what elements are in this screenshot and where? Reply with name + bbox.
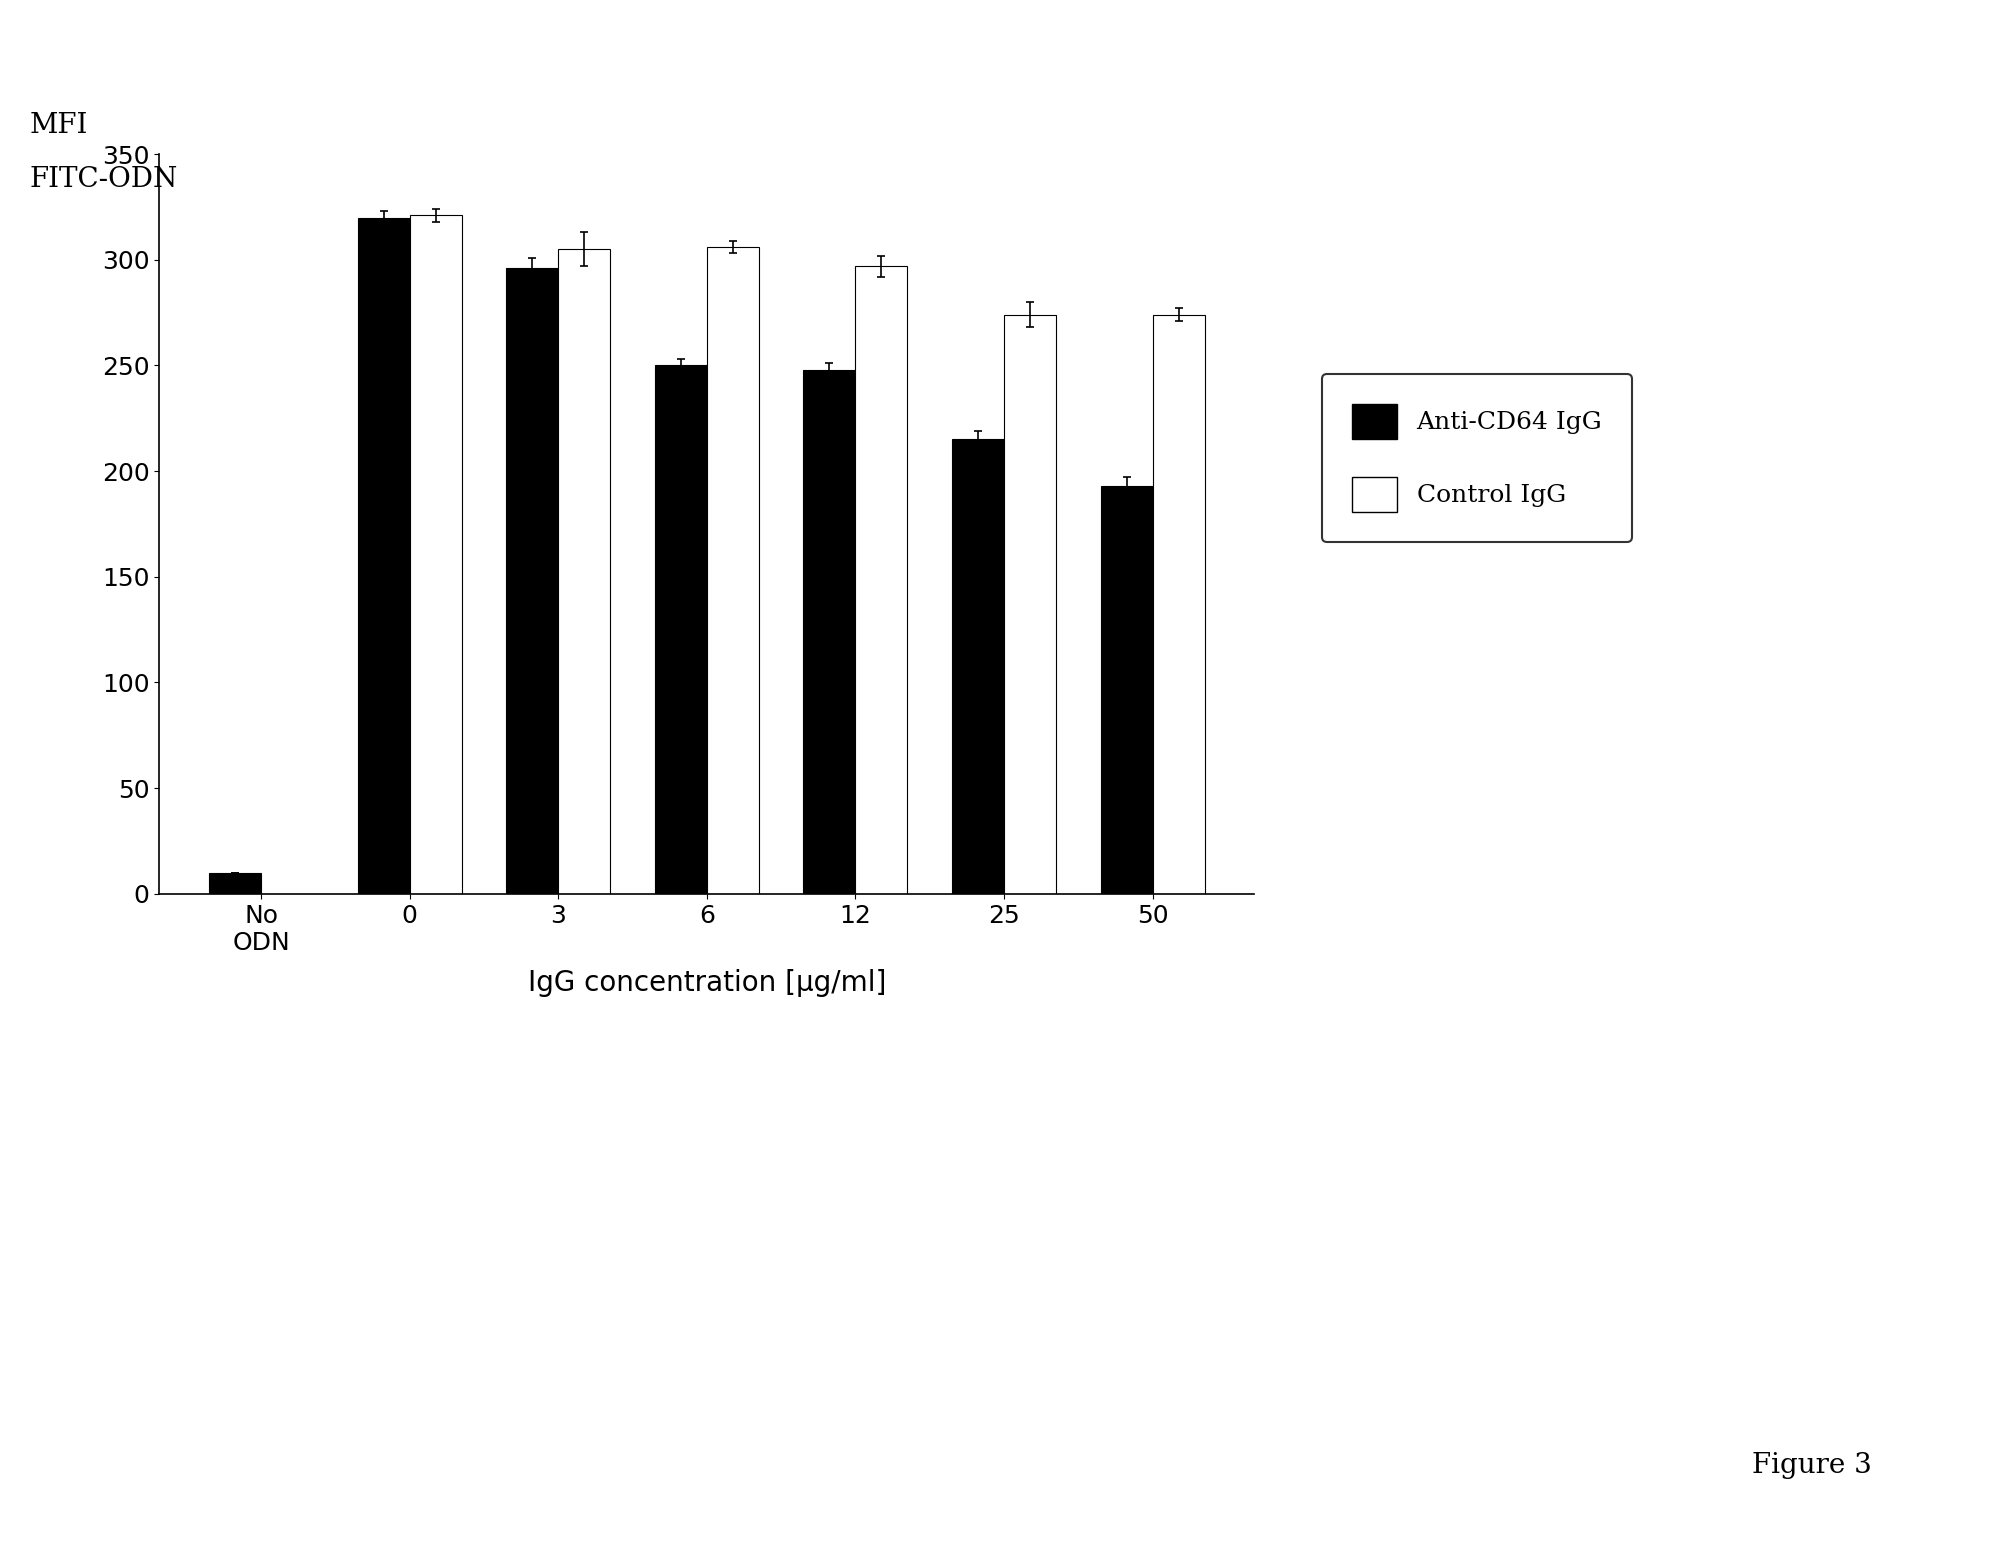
Text: MFI: MFI [30, 111, 88, 139]
X-axis label: IgG concentration [µg/ml]: IgG concentration [µg/ml] [528, 969, 886, 997]
Bar [952, 439, 1003, 894]
Legend: Anti-CD64 IgG, Control IgG: Anti-CD64 IgG, Control IgG [1322, 374, 1633, 542]
Bar [1153, 314, 1205, 894]
Text: FITC-ODN: FITC-ODN [30, 165, 179, 193]
Bar [358, 217, 410, 894]
Bar [410, 216, 462, 894]
Bar [1003, 314, 1055, 894]
Bar [209, 872, 261, 894]
Bar [856, 267, 908, 894]
Bar [1101, 485, 1153, 894]
Bar [804, 370, 856, 894]
Bar [557, 250, 609, 894]
Bar [655, 365, 707, 894]
Text: Figure 3: Figure 3 [1752, 1452, 1872, 1479]
Bar [707, 247, 759, 894]
Bar [506, 268, 557, 894]
